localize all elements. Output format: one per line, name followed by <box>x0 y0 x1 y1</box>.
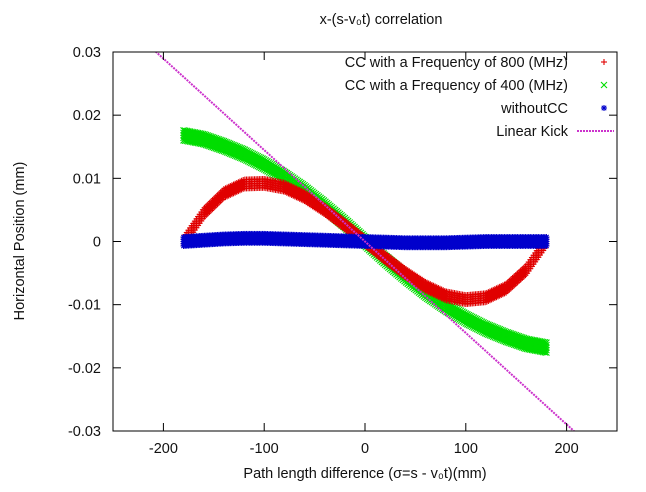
y-tick-label: -0.03 <box>68 424 101 440</box>
legend-label: Linear Kick <box>496 124 568 140</box>
x-axis-label: Path length difference (σ=s - v₀t)(mm) <box>243 466 486 482</box>
data-point <box>259 155 266 162</box>
x-tick-label: -200 <box>149 441 178 457</box>
y-tick-label: 0.03 <box>73 45 101 61</box>
legend-swatch <box>601 105 607 111</box>
legend-label: CC with a Frequency of 800 (MHz) <box>345 55 568 71</box>
legend-swatch <box>600 81 608 89</box>
y-tick-label: 0.01 <box>73 171 101 187</box>
data-layer <box>154 52 576 431</box>
legend: CC with a Frequency of 800 (MHz) CC with … <box>345 55 614 140</box>
chart-title: x-(s-v₀t) correlation <box>320 12 443 28</box>
x-tick-label: 0 <box>361 441 369 457</box>
legend-swatch <box>601 59 607 65</box>
legend-label: CC with a Frequency of 400 (MHz) <box>345 78 568 94</box>
x-tick-label: 100 <box>454 441 478 457</box>
data-point <box>543 234 550 241</box>
legend-label: withoutCC <box>500 101 568 117</box>
y-tick-label: -0.02 <box>68 361 101 377</box>
x-tick-label: 200 <box>554 441 578 457</box>
x-tick-label: -100 <box>250 441 279 457</box>
y-axis-label: Horizontal Position (mm) <box>12 162 28 321</box>
y-tick-label: 0 <box>93 235 101 251</box>
y-tick-label: -0.01 <box>68 298 101 314</box>
y-tick-label: 0.02 <box>73 108 101 124</box>
